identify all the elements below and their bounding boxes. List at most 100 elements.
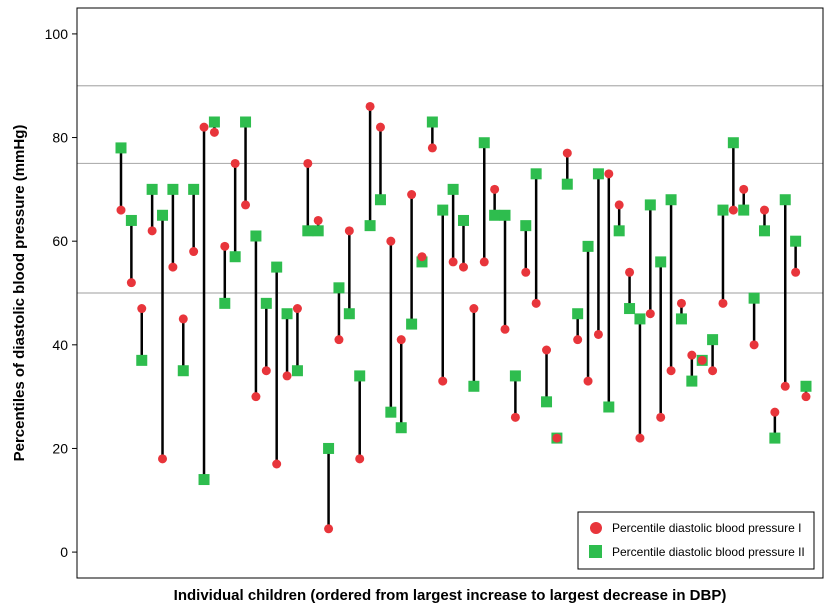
point-series-2 bbox=[707, 334, 719, 346]
point-series-2 bbox=[727, 137, 739, 149]
point-series-2 bbox=[509, 370, 521, 382]
point-series-1 bbox=[521, 267, 531, 277]
point-series-2 bbox=[146, 183, 158, 195]
point-series-1 bbox=[552, 433, 562, 443]
point-series-1 bbox=[241, 200, 251, 210]
pair-connectors bbox=[119, 106, 808, 529]
point-series-1 bbox=[396, 335, 406, 345]
point-series-2 bbox=[188, 183, 200, 195]
point-series-1 bbox=[199, 122, 209, 132]
point-series-2 bbox=[167, 183, 179, 195]
point-series-1 bbox=[479, 257, 489, 267]
point-series-1 bbox=[542, 345, 552, 355]
point-series-1 bbox=[500, 324, 510, 334]
point-series-2 bbox=[125, 214, 137, 226]
point-series-2 bbox=[260, 297, 272, 309]
point-series-1 bbox=[791, 267, 801, 277]
plot-frame bbox=[76, 7, 824, 579]
point-series-1 bbox=[427, 143, 437, 153]
point-series-1 bbox=[531, 298, 541, 308]
point-series-1 bbox=[645, 309, 655, 319]
point-series-2 bbox=[603, 401, 615, 413]
point-series-1 bbox=[676, 298, 686, 308]
point-series-1 bbox=[593, 329, 603, 339]
point-series-1 bbox=[303, 158, 313, 168]
reference-lines bbox=[77, 85, 823, 294]
point-series-2 bbox=[758, 225, 770, 237]
point-series-1 bbox=[708, 366, 718, 376]
point-series-2 bbox=[271, 261, 283, 273]
point-series-2 bbox=[447, 183, 459, 195]
point-series-1 bbox=[656, 412, 666, 422]
legend: Percentile diastolic blood pressure I Pe… bbox=[577, 511, 815, 570]
point-series-2 bbox=[374, 194, 386, 206]
point-series-2 bbox=[686, 375, 698, 387]
point-series-1 bbox=[324, 524, 334, 534]
point-series-2 bbox=[800, 380, 812, 392]
point-series-2 bbox=[520, 220, 532, 232]
point-series-2 bbox=[385, 406, 397, 418]
y-tick-label: 20 bbox=[52, 440, 68, 456]
legend-marker-series-1 bbox=[590, 522, 602, 534]
point-series-1 bbox=[759, 205, 769, 215]
point-series-1 bbox=[355, 454, 365, 464]
point-series-1 bbox=[666, 366, 676, 376]
point-series-1 bbox=[386, 236, 396, 246]
point-series-1 bbox=[292, 304, 302, 314]
point-series-2 bbox=[499, 209, 511, 221]
point-series-1 bbox=[697, 355, 707, 365]
point-series-1 bbox=[510, 412, 520, 422]
point-series-2 bbox=[582, 240, 594, 252]
point-series-1 bbox=[220, 241, 230, 251]
point-series-1 bbox=[687, 350, 697, 360]
point-series-1 bbox=[728, 205, 738, 215]
point-series-2 bbox=[478, 137, 490, 149]
legend-box bbox=[577, 511, 815, 570]
point-series-2 bbox=[157, 209, 169, 221]
point-series-2 bbox=[177, 365, 189, 377]
point-series-1 bbox=[282, 371, 292, 381]
point-series-2 bbox=[634, 313, 646, 325]
y-tick-label: 40 bbox=[52, 337, 68, 353]
point-series-2 bbox=[354, 370, 366, 382]
point-series-1 bbox=[313, 215, 323, 225]
point-series-1 bbox=[137, 304, 147, 314]
point-series-2 bbox=[208, 116, 220, 128]
y-tick-label: 60 bbox=[52, 233, 68, 249]
data-markers bbox=[115, 101, 812, 534]
point-series-2 bbox=[250, 230, 262, 242]
point-series-2 bbox=[655, 256, 667, 268]
point-series-2 bbox=[530, 168, 542, 180]
point-series-1 bbox=[604, 169, 614, 179]
point-series-2 bbox=[312, 225, 324, 237]
point-series-2 bbox=[323, 442, 335, 454]
x-axis-title: Individual children (ordered from larges… bbox=[174, 587, 727, 604]
point-series-2 bbox=[748, 292, 760, 304]
point-series-2 bbox=[717, 204, 729, 216]
y-tick-label: 0 bbox=[60, 544, 68, 560]
point-series-2 bbox=[675, 313, 687, 325]
point-series-1 bbox=[209, 127, 219, 137]
point-series-2 bbox=[229, 251, 241, 263]
point-series-2 bbox=[572, 308, 584, 320]
point-series-1 bbox=[158, 454, 168, 464]
point-series-2 bbox=[416, 256, 428, 268]
point-series-1 bbox=[407, 190, 417, 200]
point-series-1 bbox=[230, 158, 240, 168]
point-series-2 bbox=[665, 194, 677, 206]
point-series-2 bbox=[769, 432, 781, 444]
point-series-1 bbox=[448, 257, 458, 267]
point-series-1 bbox=[469, 304, 479, 314]
point-series-2 bbox=[426, 116, 438, 128]
point-series-1 bbox=[178, 314, 188, 324]
point-series-2 bbox=[136, 354, 148, 366]
point-series-1 bbox=[375, 122, 385, 132]
legend-marker-series-2 bbox=[589, 545, 602, 558]
point-series-1 bbox=[272, 459, 282, 469]
point-series-1 bbox=[116, 205, 126, 215]
point-series-1 bbox=[718, 298, 728, 308]
point-series-2 bbox=[458, 214, 469, 226]
y-axis-title: Percentiles of diastolic blood pressure … bbox=[11, 125, 28, 462]
point-series-2 bbox=[561, 178, 573, 190]
